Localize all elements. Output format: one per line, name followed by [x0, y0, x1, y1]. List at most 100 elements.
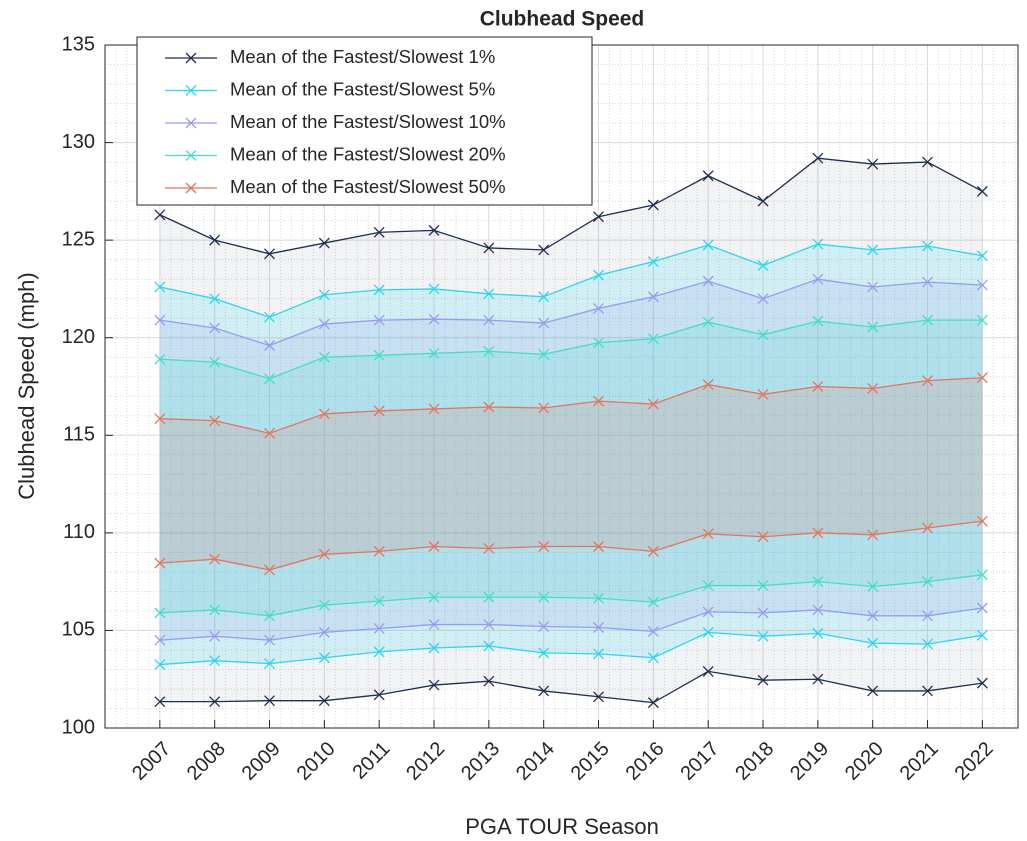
marker: [209, 415, 221, 427]
marker: [538, 402, 550, 414]
legend: Mean of the Fastest/Slowest 1% Mean of th…: [136, 36, 593, 206]
marker: [702, 580, 714, 592]
marker: [702, 528, 714, 540]
marker: [373, 689, 385, 701]
marker: [483, 288, 495, 300]
line: [159, 670, 983, 704]
marker: [757, 630, 769, 642]
legend-label: Mean of the Fastest/Slowest 20%: [230, 143, 506, 164]
marker: [867, 685, 879, 697]
y-axis-label: Clubhead Speed (mph): [14, 272, 39, 499]
marker: [264, 340, 275, 351]
y-tick-label: 120: [62, 326, 95, 348]
marker: [483, 345, 495, 357]
band: [159, 279, 983, 641]
marker: [483, 401, 495, 413]
line: [159, 574, 983, 617]
marker: [757, 388, 769, 400]
marker: [209, 553, 221, 565]
y-tick-label: 135: [62, 33, 95, 55]
marker: [428, 224, 440, 236]
marker: [154, 281, 166, 293]
marker: [593, 592, 604, 604]
marker: [757, 195, 769, 207]
marker: [647, 545, 659, 557]
marker: [373, 314, 385, 326]
marker: [702, 316, 714, 328]
marker: [428, 313, 440, 325]
marker: [867, 581, 879, 592]
marker: [264, 634, 275, 646]
marker: [209, 655, 221, 667]
legend-label: Mean of the Fastest/Slowest 1%: [230, 46, 495, 67]
marker: [976, 279, 988, 291]
marker: [483, 675, 495, 687]
marker: [264, 311, 275, 323]
line: [159, 157, 983, 255]
marker: [812, 152, 824, 164]
line: [159, 319, 983, 380]
marker: [154, 696, 166, 708]
marker: [867, 529, 879, 541]
marker: [185, 85, 197, 96]
marker: [867, 244, 879, 256]
marker: [757, 293, 769, 305]
marker: [593, 395, 604, 407]
line: [159, 377, 983, 435]
marker: [428, 642, 440, 654]
marker: [209, 696, 221, 708]
marker: [264, 610, 275, 622]
marker: [976, 569, 988, 581]
marker: [154, 314, 166, 326]
line: [159, 243, 983, 318]
marker: [702, 626, 714, 638]
y-tick-label: 130: [62, 131, 95, 153]
marker: [373, 545, 385, 557]
marker: [538, 244, 550, 256]
chart-title: Clubhead Speed: [480, 8, 645, 31]
line: [159, 520, 983, 571]
marker: [647, 333, 659, 345]
marker: [593, 269, 604, 281]
marker: [373, 595, 385, 607]
marker: [593, 541, 604, 552]
marker: [647, 697, 659, 709]
marker: [185, 150, 197, 161]
marker: [318, 237, 330, 249]
lines: [154, 152, 988, 709]
marker: [209, 293, 221, 305]
marker: [867, 382, 879, 394]
marker: [593, 648, 604, 660]
marker: [647, 291, 659, 303]
marker: [812, 273, 824, 285]
marker: [154, 557, 166, 569]
marker: [922, 638, 933, 650]
marker: [647, 652, 659, 664]
marker: [593, 337, 604, 349]
marker: [647, 398, 659, 410]
marker: [318, 599, 330, 611]
marker: [647, 596, 659, 608]
marker: [154, 413, 166, 425]
marker: [483, 242, 495, 254]
marker: [867, 158, 879, 170]
marker: [373, 623, 385, 634]
band: [159, 320, 983, 616]
marker: [373, 226, 385, 238]
marker: [922, 522, 933, 534]
marker: [593, 211, 604, 223]
marker: [483, 314, 495, 326]
y-tick-label: 125: [62, 228, 95, 250]
marker: [483, 619, 495, 631]
marker: [757, 607, 769, 619]
legend-box: [136, 36, 593, 206]
marker: [812, 604, 824, 616]
marker: [538, 541, 550, 552]
band: [159, 377, 983, 570]
marker: [318, 351, 330, 363]
marker: [154, 607, 166, 619]
y-tick-label: 100: [62, 716, 95, 738]
marker: [702, 239, 714, 251]
marker: [757, 580, 769, 592]
marker: [757, 531, 769, 543]
